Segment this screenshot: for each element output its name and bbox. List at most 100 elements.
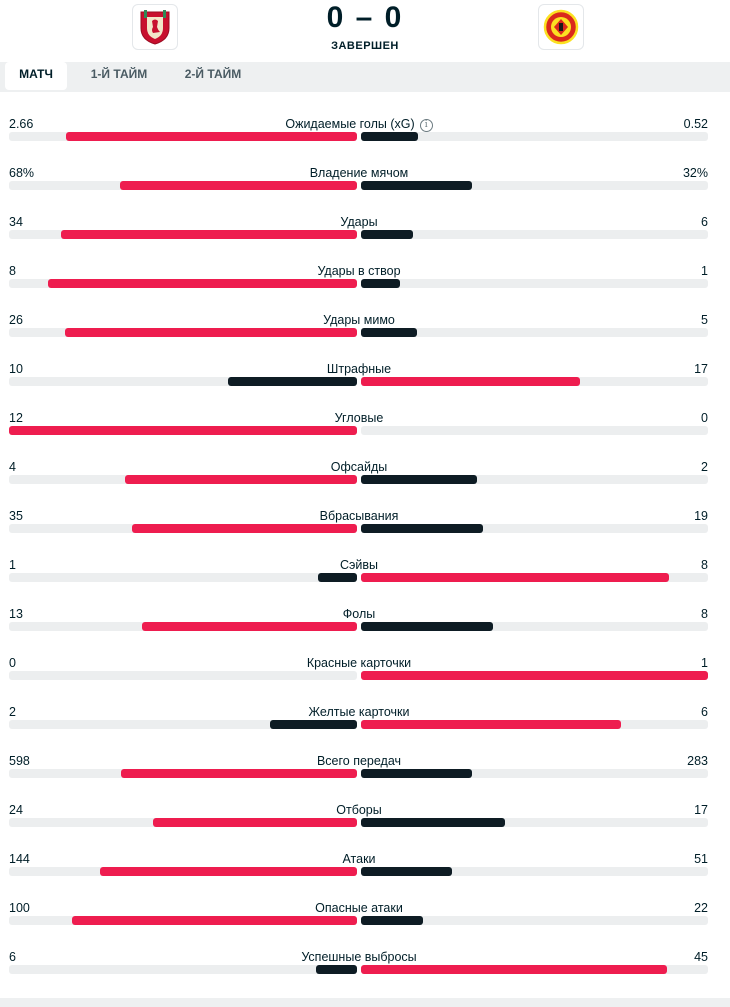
stat-label-text: Штрафные <box>326 362 392 376</box>
stat-label: Сэйвы <box>0 558 718 572</box>
away-value: 283 <box>687 754 708 768</box>
match-score: 0 – 0 <box>326 1 404 34</box>
tab-first-half[interactable]: 1-Й ТАЙМ <box>90 67 148 81</box>
away-bar-fill <box>361 818 505 827</box>
stat-row: 1 Сэйвы 8 <box>0 558 730 607</box>
home-value: 144 <box>9 852 30 866</box>
away-bar-fill <box>361 867 452 876</box>
home-value: 8 <box>9 264 16 278</box>
home-team-logo[interactable] <box>132 4 178 50</box>
stat-label: Штрафные <box>0 362 718 376</box>
away-bar-track <box>361 671 708 680</box>
home-bar-track <box>9 132 357 141</box>
home-bar-track <box>9 426 357 435</box>
home-bar-fill <box>315 965 357 974</box>
home-bar-fill <box>71 916 357 925</box>
home-bar-fill <box>120 181 357 190</box>
away-bar-fill <box>361 279 400 288</box>
stat-label-text: Фолы <box>342 607 376 621</box>
away-bar-track <box>361 769 708 778</box>
stat-label-text: Сэйвы <box>339 558 378 572</box>
home-bar-track <box>9 377 357 386</box>
away-bar-track <box>361 916 708 925</box>
home-bar-fill <box>61 230 357 239</box>
away-value: 0.52 <box>683 117 708 131</box>
away-bar-fill <box>361 524 484 533</box>
home-bar-track <box>9 181 357 190</box>
stat-label: Удары <box>0 215 718 229</box>
home-value: 6 <box>9 950 16 964</box>
home-bar-fill <box>131 524 357 533</box>
stat-label: Отборы <box>0 803 718 817</box>
tab-match[interactable]: МАТЧ <box>5 62 67 90</box>
home-bar-fill <box>153 818 357 827</box>
home-value: 68% <box>9 166 35 180</box>
home-bar-track <box>9 230 357 239</box>
home-value: 10 <box>9 362 23 376</box>
away-value: 2 <box>701 460 708 474</box>
home-bar-track <box>9 867 357 876</box>
home-bar-fill <box>141 622 357 631</box>
away-bar-track <box>361 965 708 974</box>
stat-label-text: Вбрасывания <box>319 509 399 523</box>
away-bar-track <box>361 132 708 141</box>
stat-label: Ожидаемые голы (xG) i <box>0 117 718 132</box>
stat-row: 6 Успешные выбросы 45 <box>0 950 730 999</box>
stat-row: 598 Всего передач 283 <box>0 754 730 803</box>
tab-second-half[interactable]: 2-Й ТАЙМ <box>184 67 242 81</box>
away-bar-fill <box>361 720 622 729</box>
stat-label: Красные карточки <box>0 656 718 670</box>
away-value: 0 <box>701 411 708 425</box>
stat-label: Угловые <box>0 411 718 425</box>
stat-row: 68% Владение мячом 32% <box>0 166 730 215</box>
home-bar-track <box>9 279 357 288</box>
stat-label-text: Отборы <box>336 803 382 817</box>
stat-row: 34 Удары 6 <box>0 215 730 264</box>
home-value: 2.66 <box>9 117 34 131</box>
stat-label-text: Офсайды <box>330 460 388 474</box>
stat-label: Всего передач <box>0 754 718 768</box>
home-value: 1 <box>9 558 16 572</box>
away-bar-track <box>361 818 708 827</box>
stat-label: Опасные атаки <box>0 901 718 915</box>
stat-label-text: Удары мимо <box>323 313 395 327</box>
period-tabs: МАТЧ 1-Й ТАЙМ 2-Й ТАЙМ <box>0 62 730 92</box>
away-bar-track <box>361 622 708 631</box>
home-bar-fill <box>9 426 357 435</box>
stat-label: Удары мимо <box>0 313 718 327</box>
home-bar-fill <box>66 132 357 141</box>
info-icon[interactable]: i <box>419 119 433 132</box>
away-bar-fill <box>361 573 670 582</box>
stat-label-text: Удары в створ <box>317 264 401 278</box>
stat-row: 2 Желтые карточки 6 <box>0 705 730 754</box>
stat-row: 4 Офсайды 2 <box>0 460 730 509</box>
away-team-logo[interactable] <box>538 4 584 50</box>
home-bar-fill <box>65 328 357 337</box>
away-value: 8 <box>701 558 708 572</box>
away-bar-track <box>361 524 708 533</box>
stat-label-text: Всего передач <box>316 754 402 768</box>
away-bar-track <box>361 573 708 582</box>
away-value: 32% <box>682 166 708 180</box>
home-value: 34 <box>9 215 23 229</box>
away-bar-track <box>361 867 708 876</box>
stat-row: 0 Красные карточки 1 <box>0 656 730 705</box>
away-value: 6 <box>701 705 708 719</box>
away-bar-track <box>361 475 708 484</box>
home-bar-fill <box>100 867 357 876</box>
home-value: 26 <box>9 313 23 327</box>
stat-row: 26 Удары мимо 5 <box>0 313 730 362</box>
away-bar-track <box>361 328 708 337</box>
away-value: 8 <box>701 607 708 621</box>
home-bar-track <box>9 671 357 680</box>
home-bar-track <box>9 769 357 778</box>
away-bar-fill <box>361 132 418 141</box>
home-bar-fill <box>270 720 357 729</box>
home-bar-track <box>9 475 357 484</box>
away-bar-fill <box>361 328 417 337</box>
away-bar-track <box>361 377 708 386</box>
stat-row: 144 Атаки 51 <box>0 852 730 901</box>
away-bar-fill <box>361 965 668 974</box>
home-value: 0 <box>9 656 16 670</box>
stat-label-text: Ожидаемые голы (xG) <box>285 117 415 131</box>
